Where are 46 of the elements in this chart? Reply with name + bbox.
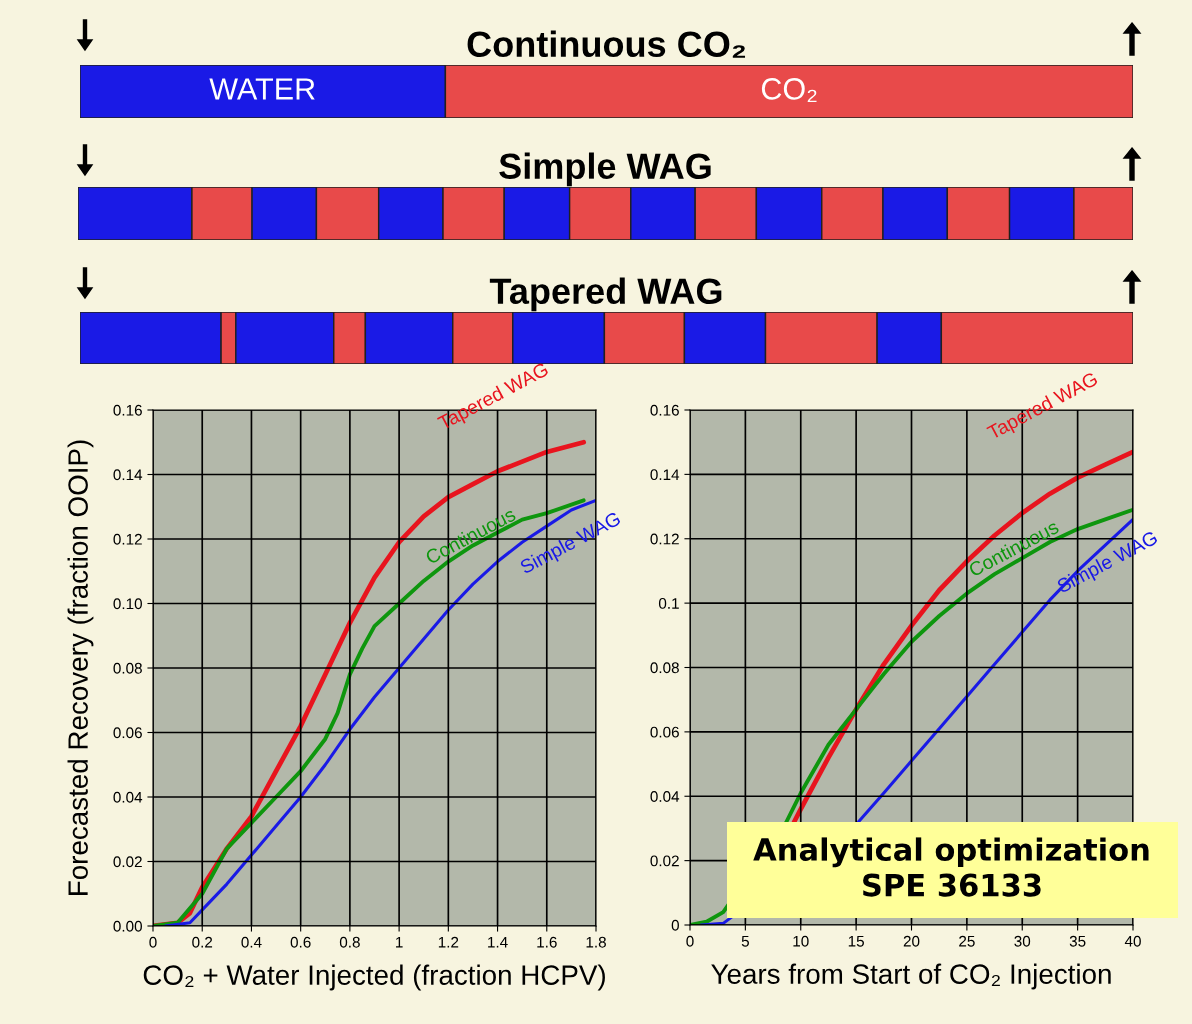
x-tick-label: 0.2 [192,936,213,948]
y-tick-label: 0.12 [113,533,142,545]
y-tick-label: 0.04 [113,791,143,803]
x-tick-label: 20 [903,935,920,947]
annotation: Analytical optimization SPE 36133 [753,837,1149,897]
y-tick-label: 0.14 [113,469,143,481]
x-tick-label: 1.2 [438,936,459,948]
x-tick-label: 15 [848,935,864,947]
y-tick-label: 0.02 [113,856,142,868]
x-tick-label: 1 [396,936,403,948]
y-tick-label: 0.1 [658,597,679,609]
text: Tapered WAG [489,277,722,312]
x-tick-label: 5 [741,935,749,947]
x-tick-label: 0 [149,936,157,948]
text: CO₂ [761,78,817,103]
x-tick-label: 30 [1014,935,1031,947]
x-tick-label: 1.4 [488,936,508,948]
x-tick-label: 0.6 [290,936,311,948]
y-tick-label: 0.08 [650,662,679,674]
y-tick-label: 0.10 [113,598,142,610]
y-tick-label: 0.16 [650,404,679,416]
x-tick-label: 0.8 [339,936,360,948]
y-tick-label: 0.06 [113,727,142,739]
y-tick-label: 0.00 [113,920,142,932]
x-tick-label: 1.8 [586,936,606,948]
x-tick-label: 25 [959,935,975,947]
text: Simple WAG [499,152,711,187]
x-tick-label: 10 [793,935,809,947]
text: WATER [209,78,315,100]
y-tick-label: 0.02 [650,855,679,867]
x-axis-title: CO₂ + Water Injected (fraction HCPV) [143,964,605,991]
y-tick-label: 0.16 [113,404,142,416]
x-tick-label: 0 [686,935,694,947]
x-tick-label: 1.6 [537,936,557,948]
y-tick-label: 0.06 [650,726,679,738]
y-tick-label: 0.12 [650,533,679,545]
x-tick-label: 0.4 [241,936,262,948]
y-tick-label: 0.14 [650,469,680,481]
x-axis-title: Years from Start of CO₂ Injection [711,963,1111,990]
y-tick-label: 0.08 [113,662,142,674]
x-tick-label: 35 [1069,935,1086,947]
y-axis-title: Forecasted Recovery (fraction OOIP) [67,440,94,895]
y-tick-label: 0 [671,919,679,931]
text: Continuous CO₂ [467,30,746,58]
y-tick-label: 0.04 [650,791,680,802]
x-tick-label: 40 [1124,935,1141,947]
